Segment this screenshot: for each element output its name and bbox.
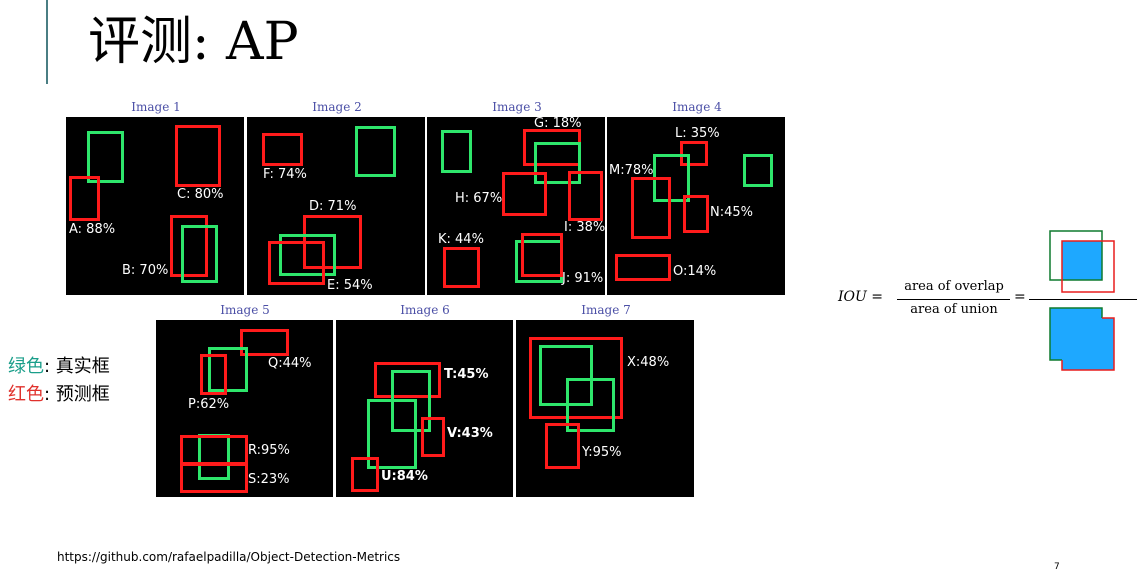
image-6-panel: T:45% U:84% V:43%: [336, 320, 513, 497]
image-7-label: Image 7: [581, 303, 631, 317]
pred-box-e: [268, 241, 325, 285]
gt-box: [367, 399, 417, 469]
overlap-diagram: [1049, 230, 1115, 293]
gt-box: [534, 142, 581, 184]
iou-lhs: IOU =: [838, 289, 883, 305]
detection-label: V:43%: [447, 426, 493, 441]
pred-box-f: [262, 133, 303, 166]
detection-label: C: 80%: [177, 187, 224, 202]
gt-box: [441, 130, 472, 173]
pred-box-v: [421, 417, 445, 457]
gt-box: [181, 225, 218, 283]
detection-label: A: 88%: [69, 222, 116, 237]
detection-label: M:78%: [609, 163, 654, 178]
pred-box-n: [683, 195, 709, 233]
image-5-label: Image 5: [220, 303, 270, 317]
detection-label: X:48%: [627, 355, 670, 370]
iou-fraction-bar: [897, 299, 1010, 300]
detection-label: K: 44%: [438, 232, 484, 247]
detection-label: Q:44%: [268, 356, 312, 371]
iou-numerator: area of overlap: [904, 279, 1004, 294]
source-link[interactable]: https://github.com/rafaelpadilla/Object-…: [57, 550, 401, 564]
gt-box: [208, 347, 248, 392]
pred-box-p: [200, 354, 227, 395]
pred-box-x: [529, 337, 623, 419]
page-number: 7: [1054, 562, 1060, 572]
detection-label: G: 18%: [534, 117, 582, 131]
detection-label: L: 35%: [675, 126, 720, 141]
pred-box-c: [175, 125, 221, 187]
union-gt-outline: [1049, 307, 1103, 361]
legend-red-label: 红色: [8, 384, 44, 405]
image-1-panel: A: 88% B: 70% C: 80%: [66, 117, 244, 295]
pred-box-a: [69, 176, 100, 221]
union-diagram: [1049, 307, 1115, 371]
image-6-label: Image 6: [400, 303, 450, 317]
iou-denominator: area of union: [910, 302, 998, 317]
legend-prediction: 红色: 预测框: [8, 380, 110, 406]
detection-label: H: 67%: [455, 191, 503, 206]
pred-box-m: [631, 177, 671, 239]
pred-box-k: [443, 247, 480, 288]
image-7-panel: X:48% Y:95%: [516, 320, 694, 497]
image-4-label: Image 4: [672, 100, 722, 114]
pred-box-s: [180, 463, 248, 493]
iou-equals: =: [1014, 289, 1026, 305]
detection-label: O:14%: [673, 264, 717, 279]
slide-title: 评测: AP: [88, 12, 299, 72]
gt-box: [279, 234, 336, 276]
detection-label: Y:95%: [582, 445, 622, 460]
pred-box-b: [170, 215, 208, 277]
accent-bar: [46, 0, 48, 84]
pred-box-y: [545, 423, 580, 469]
detection-label: T:45%: [444, 367, 489, 382]
pred-box-j: [521, 233, 563, 277]
image-3-label: Image 3: [492, 100, 542, 114]
detection-label: U:84%: [381, 469, 428, 484]
prediction-rect: [1061, 240, 1115, 293]
legend-red-text: : 预测框: [44, 384, 110, 405]
detection-label: J: 91%: [562, 271, 604, 286]
image-3-panel: G: 18% H: 67% I: 38% J: 91% K: 44%: [427, 117, 605, 295]
pred-box-t: [374, 362, 441, 398]
legend-green-text: : 真实框: [44, 356, 110, 377]
detection-label: S:23%: [248, 472, 290, 487]
ground-truth-rect: [1049, 230, 1103, 281]
gt-box: [743, 154, 773, 187]
detection-label: E: 54%: [327, 278, 373, 293]
gt-box: [355, 126, 396, 177]
union-area: [1050, 308, 1114, 370]
pred-box-q: [240, 329, 289, 356]
iou-diagram-fraction-bar: [1029, 299, 1137, 300]
legend-green-label: 绿色: [8, 356, 44, 377]
image-2-label: Image 2: [312, 100, 362, 114]
legend-ground-truth: 绿色: 真实框: [8, 352, 110, 378]
gt-box: [87, 131, 124, 183]
image-2-panel: D: 71% E: 54% F: 74%: [247, 117, 425, 295]
image-4-panel: L: 35% M:78% N:45% O:14%: [607, 117, 785, 295]
detection-label: P:62%: [188, 397, 230, 412]
pred-box-h: [502, 172, 547, 216]
detection-label: D: 71%: [309, 199, 357, 214]
detection-label: R:95%: [248, 443, 290, 458]
detection-label: B: 70%: [122, 263, 169, 278]
pred-box-o: [615, 254, 671, 281]
image-1-label: Image 1: [131, 100, 181, 114]
detection-label: I: 38%: [564, 220, 605, 235]
pred-box-l: [680, 141, 708, 166]
pred-box-u: [351, 457, 379, 492]
overlap-area: [1062, 241, 1102, 280]
gt-box: [566, 378, 615, 432]
image-5-panel: P:62% Q:44% R:95% S:23%: [156, 320, 333, 497]
pred-box-i: [568, 171, 603, 221]
pred-box-r: [180, 435, 248, 465]
union-pred-outline: [1061, 317, 1115, 371]
detection-label: F: 74%: [263, 167, 307, 182]
detection-label: N:45%: [710, 205, 753, 220]
